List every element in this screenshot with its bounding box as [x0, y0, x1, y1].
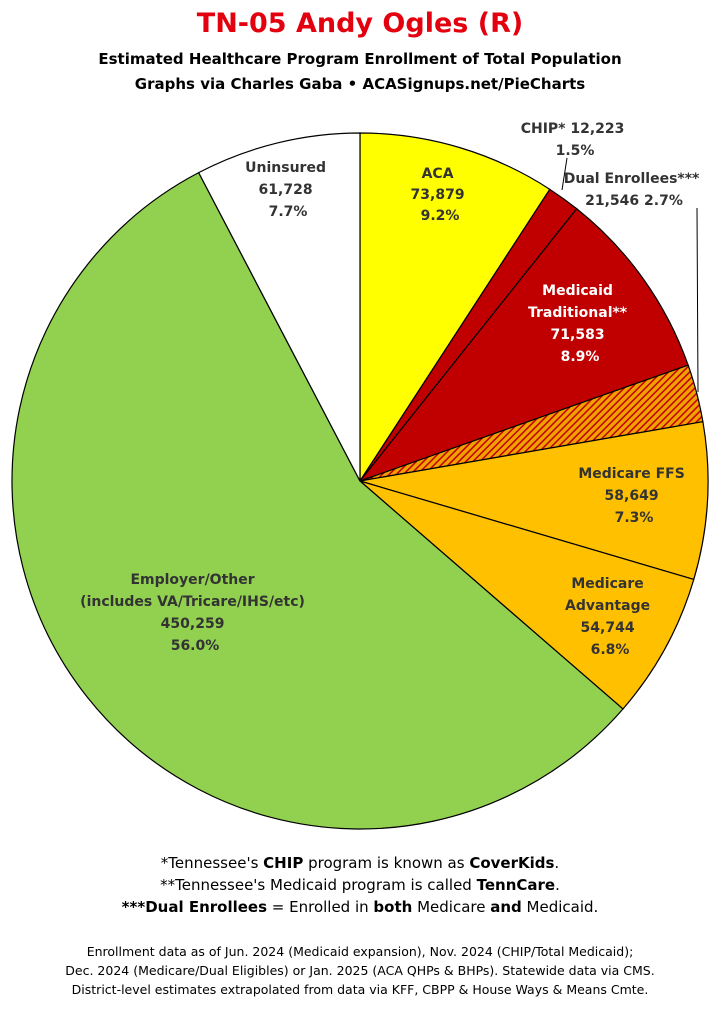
leader-line-chip	[561, 157, 568, 191]
slice-label-medicaid: Medicaid Traditional** 71,583 8.9%	[528, 283, 632, 365]
footnote-chip: *Tennessee's CHIP program is known as Co…	[160, 854, 560, 872]
pie-slice-medicare-ffs	[359, 421, 709, 581]
slice-label-uninsured: Uninsured 61,728 7.7%	[245, 160, 331, 220]
slice-label-chip: CHIP* 12,223 1.5%	[521, 121, 630, 159]
pie-slice-uninsured	[197, 132, 361, 482]
source-line-1: Enrollment data as of Jun. 2024 (Medicai…	[86, 944, 634, 959]
pie-slice-medicaid-traditional	[358, 207, 689, 483]
slice-label-medicare-ffs: Medicare FFS 58,649 7.3%	[578, 466, 689, 526]
pie-chart: ACA 73,879 9.2% CHIP* 12,223 1.5% Dual E…	[11, 121, 709, 830]
slice-label-medicare-advantage: Medicare Advantage 54,744 6.8%	[565, 576, 655, 658]
footnote-dual: ***Dual Enrollees = Enrolled in both Med…	[121, 898, 599, 916]
slice-label-dual: Dual Enrollees*** 21,546 2.7%	[564, 171, 705, 209]
leader-line-dual	[696, 207, 699, 393]
pie-slice-aca	[359, 132, 551, 484]
slice-label-employer: Employer/Other (includes VA/Tricare/IHS/…	[80, 572, 310, 654]
chart-credit: Graphs via Charles Gaba • ACASignups.net…	[134, 75, 586, 93]
source-line-3: District-level estimates extrapolated fr…	[71, 982, 649, 997]
data-sources: Enrollment data as of Jun. 2024 (Medicai…	[0, 942, 720, 999]
pie-slice-medicare-advantage	[359, 480, 695, 710]
footnote-medicaid: **Tennessee's Medicaid program is called…	[160, 876, 560, 894]
pie-slice-employer-other-includes-va-tricare-ihs-etc	[11, 171, 624, 830]
source-line-2: Dec. 2024 (Medicare/Dual Eligibles) or J…	[65, 963, 655, 978]
chart-subtitle: Estimated Healthcare Program Enrollment …	[98, 50, 622, 68]
chart-title: TN-05 Andy Ogles (R)	[196, 8, 524, 39]
slice-label-aca: ACA 73,879 9.2%	[411, 166, 470, 224]
footnotes: *Tennessee's CHIP program is known as Co…	[0, 852, 720, 918]
